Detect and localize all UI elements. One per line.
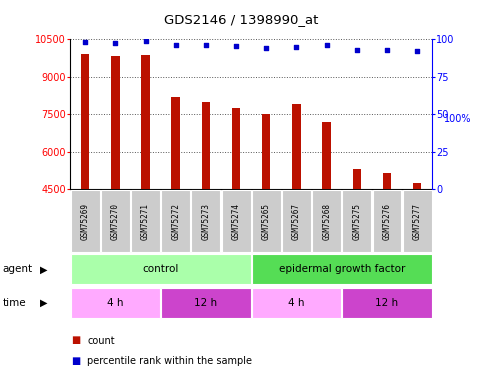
Point xyxy=(112,40,119,46)
Point xyxy=(202,42,210,48)
Text: GSM75275: GSM75275 xyxy=(352,203,361,240)
Bar xyxy=(161,288,251,318)
Text: ▶: ▶ xyxy=(40,264,47,274)
Text: GSM75276: GSM75276 xyxy=(383,203,392,240)
Bar xyxy=(312,190,341,252)
Text: GSM75277: GSM75277 xyxy=(412,203,422,240)
Text: GSM75265: GSM75265 xyxy=(262,203,271,240)
Point xyxy=(262,45,270,51)
Bar xyxy=(252,190,281,252)
Bar xyxy=(372,190,401,252)
Text: GSM75269: GSM75269 xyxy=(81,203,90,240)
Bar xyxy=(403,190,432,252)
Bar xyxy=(71,190,99,252)
Text: 4 h: 4 h xyxy=(288,298,305,308)
Text: control: control xyxy=(142,264,179,274)
Text: 12 h: 12 h xyxy=(375,298,398,308)
Bar xyxy=(142,56,150,189)
Point xyxy=(383,47,391,53)
Y-axis label: 100%: 100% xyxy=(444,114,471,125)
Point xyxy=(81,39,89,45)
Text: ■: ■ xyxy=(71,356,81,366)
Text: count: count xyxy=(87,336,115,345)
Text: agent: agent xyxy=(2,264,32,274)
Text: GSM75267: GSM75267 xyxy=(292,203,301,240)
Bar xyxy=(323,122,331,189)
Text: GSM75273: GSM75273 xyxy=(201,203,211,240)
Bar xyxy=(282,190,311,252)
Text: GSM75270: GSM75270 xyxy=(111,203,120,240)
Bar xyxy=(71,254,251,285)
Text: GSM75274: GSM75274 xyxy=(231,203,241,240)
Bar xyxy=(131,190,160,252)
Bar xyxy=(353,170,361,189)
Bar xyxy=(111,56,120,189)
Text: time: time xyxy=(2,298,26,308)
Point xyxy=(172,42,180,48)
Bar xyxy=(292,104,300,189)
Text: GSM75268: GSM75268 xyxy=(322,203,331,240)
Bar xyxy=(81,54,89,189)
Bar xyxy=(101,190,130,252)
Bar xyxy=(252,288,341,318)
Text: GSM75272: GSM75272 xyxy=(171,203,180,240)
Bar xyxy=(191,190,220,252)
Text: GDS2146 / 1398990_at: GDS2146 / 1398990_at xyxy=(164,13,319,26)
Text: 12 h: 12 h xyxy=(194,298,217,308)
Text: ■: ■ xyxy=(71,336,81,345)
Point xyxy=(323,42,330,48)
Bar xyxy=(342,288,432,318)
Bar xyxy=(202,102,210,189)
Text: GSM75271: GSM75271 xyxy=(141,203,150,240)
Point xyxy=(232,43,240,49)
Bar xyxy=(252,254,432,285)
Text: 4 h: 4 h xyxy=(107,298,124,308)
Bar xyxy=(383,173,391,189)
Bar xyxy=(342,190,371,252)
Point xyxy=(293,44,300,50)
Bar xyxy=(161,190,190,252)
Text: percentile rank within the sample: percentile rank within the sample xyxy=(87,356,253,366)
Point xyxy=(413,48,421,54)
Bar xyxy=(262,114,270,189)
Text: epidermal growth factor: epidermal growth factor xyxy=(279,264,405,274)
Bar xyxy=(232,108,241,189)
Bar xyxy=(171,97,180,189)
Bar xyxy=(71,288,160,318)
Point xyxy=(142,38,149,44)
Point xyxy=(353,47,361,53)
Bar xyxy=(222,190,251,252)
Text: ▶: ▶ xyxy=(40,298,47,308)
Bar xyxy=(413,183,421,189)
